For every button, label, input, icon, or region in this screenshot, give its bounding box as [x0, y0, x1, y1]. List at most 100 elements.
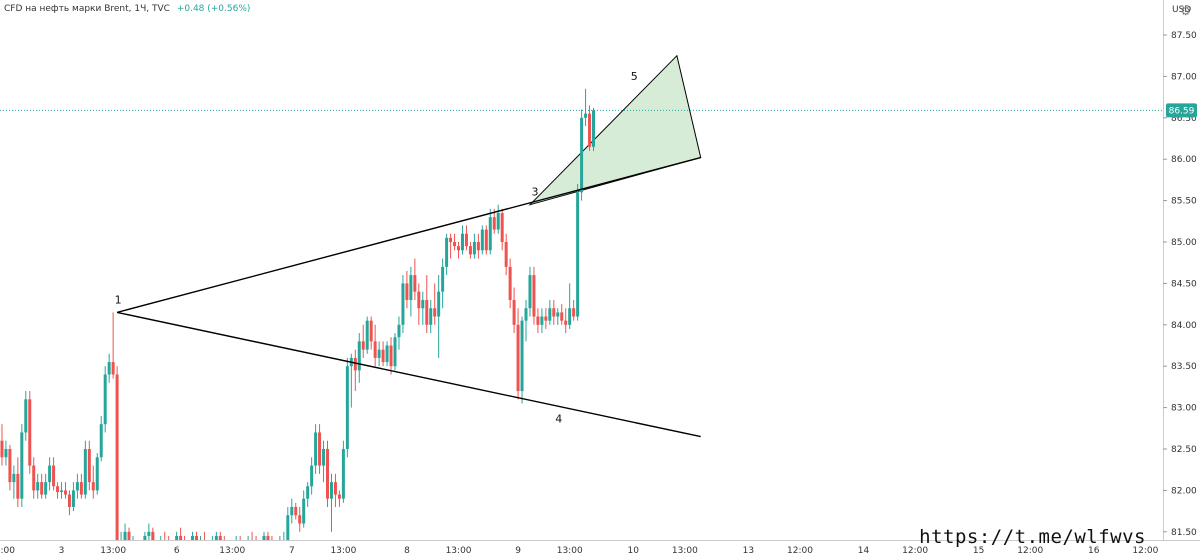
- candle-body: [0, 440, 4, 458]
- x-tick-label: 13:00: [672, 546, 698, 556]
- candle-body: [453, 242, 457, 247]
- candle-body: [397, 324, 401, 338]
- time-axis[interactable]: [0, 540, 1163, 560]
- candle-body: [111, 362, 115, 375]
- y-tick-label: 86.50: [1171, 114, 1197, 124]
- x-tick-label: 14: [858, 546, 870, 556]
- x-tick-label: 13:00: [330, 546, 356, 556]
- candle-body: [115, 374, 119, 549]
- candle-body: [353, 357, 357, 371]
- price-axis[interactable]: [1163, 0, 1200, 560]
- candle-body: [500, 213, 504, 242]
- candle-body: [548, 308, 552, 321]
- x-tick-label: 13:00: [557, 546, 583, 556]
- candle-body: [322, 449, 326, 466]
- candle-body: [294, 506, 298, 516]
- candle-body: [429, 308, 433, 325]
- candle-body: [75, 482, 79, 491]
- candle-body: [103, 374, 107, 425]
- candle-body: [32, 465, 36, 491]
- candle-body: [413, 275, 417, 292]
- candle-body: [524, 308, 528, 321]
- x-tick-label: 3: [59, 546, 65, 556]
- y-tick-label: 84.50: [1171, 279, 1197, 289]
- candle-body: [532, 275, 536, 317]
- candle-body: [179, 535, 183, 541]
- candle-body: [147, 531, 151, 536]
- candle-body: [512, 299, 516, 325]
- candle-body: [588, 113, 592, 147]
- pattern-label-5: 5: [631, 70, 638, 83]
- candle-body: [99, 424, 103, 458]
- x-tick-label: 8: [404, 546, 410, 556]
- candle-body: [20, 432, 24, 499]
- symbol-title: CFD на нефть марки Brent, 1Ч, TVC: [4, 4, 170, 14]
- candle-body: [437, 291, 441, 317]
- candle-body: [52, 465, 56, 487]
- candle-body: [314, 432, 318, 466]
- candle-body: [337, 494, 341, 499]
- candle-body: [544, 316, 548, 321]
- candle-body: [464, 233, 468, 247]
- y-tick-label: 83.50: [1171, 362, 1197, 372]
- y-tick-label: 83.00: [1171, 404, 1197, 414]
- y-tick-label: 87.50: [1171, 31, 1197, 41]
- x-tick-label: 6: [174, 546, 180, 556]
- shaded-triangle[interactable]: [528, 54, 702, 206]
- candle-body: [63, 490, 67, 495]
- candle-body: [460, 233, 464, 251]
- x-tick-label: 13: [743, 546, 754, 556]
- candle-body: [361, 341, 365, 350]
- candle-body: [28, 399, 32, 466]
- x-tick-label: 12:00: [787, 546, 813, 556]
- upper-line[interactable]: [116, 156, 701, 314]
- candle-body: [445, 237, 449, 267]
- price-badge-label: 86.59: [1169, 106, 1195, 116]
- candle-body: [326, 449, 330, 499]
- candle-body: [357, 341, 361, 371]
- pattern-label-3: 3: [531, 186, 538, 199]
- gear-icon[interactable]: ⚙: [1180, 4, 1191, 18]
- candle-body: [405, 283, 409, 300]
- candle-body: [393, 337, 397, 367]
- candle-body: [580, 117, 584, 193]
- candle-body: [520, 320, 524, 392]
- x-tick-label: 13:00: [0, 546, 15, 556]
- candle-body: [4, 449, 8, 458]
- lower-line[interactable]: [116, 311, 701, 438]
- candle-body: [480, 229, 484, 251]
- candle-body: [568, 308, 572, 325]
- x-tick-label: 15: [973, 546, 984, 556]
- candle-body: [95, 457, 99, 491]
- price-badge: [1166, 103, 1197, 118]
- candle-body: [373, 341, 377, 358]
- candle-body: [123, 531, 127, 541]
- candle-body: [44, 482, 48, 495]
- candle-body: [79, 482, 83, 495]
- candle-body: [71, 490, 75, 507]
- candle-body: [492, 217, 496, 230]
- x-tick-label: 13:00: [446, 546, 472, 556]
- candle-body: [40, 482, 44, 495]
- candle-body: [592, 110, 595, 147]
- candle-body: [421, 299, 425, 309]
- candle-body: [377, 349, 381, 358]
- candle-body: [302, 498, 306, 524]
- candle-body: [516, 324, 520, 392]
- price-change: +0.48 (+0.56%): [176, 4, 251, 14]
- x-tick-label: 7: [289, 546, 295, 556]
- candle-body: [310, 465, 314, 487]
- candle-body: [67, 494, 71, 507]
- candle-body: [24, 399, 28, 433]
- candle-body: [345, 366, 349, 449]
- candle-body: [476, 242, 480, 251]
- candle-body: [329, 482, 333, 499]
- candle-body: [584, 113, 588, 118]
- candle-body: [552, 308, 556, 317]
- candle-body: [488, 217, 492, 251]
- currency-label: USD: [1172, 5, 1191, 15]
- pattern-label-1: 1: [115, 293, 122, 306]
- candle-body: [528, 275, 532, 309]
